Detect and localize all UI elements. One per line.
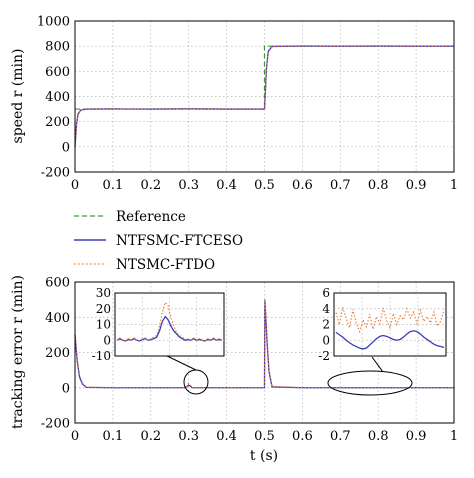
- bottom-x-tick-label: 0.3: [178, 429, 199, 444]
- inset-left-y-tick-label: 0: [103, 333, 111, 347]
- inset-left-y-tick-label: 10: [96, 318, 111, 332]
- inset-right-y-tick-label: 4: [322, 302, 330, 316]
- zoom-annotations: [164, 354, 413, 396]
- inset-right-y-tick-label: -2: [318, 349, 330, 363]
- top-y-tick-label: 0: [62, 140, 70, 155]
- top-x-tick-label: 0.1: [103, 178, 124, 193]
- top-x-tick-label: 0.4: [216, 178, 237, 193]
- inset-left-y-tick-labels: 30 20 100 -10: [92, 286, 111, 363]
- top-y-tick-label: 800: [45, 40, 70, 55]
- top-x-tick-label: 0.8: [368, 178, 389, 193]
- top-x-tick-label: 0.6: [292, 178, 313, 193]
- zoom-pointer-right: [371, 356, 384, 373]
- bottom-x-tick-labels: 0 0.1 0.2 0.3 0.4 0.5 0.6 0.7 0.8 0.9 1: [71, 429, 458, 444]
- bottom-y-tick-labels: -200 0 200 400 600: [41, 276, 70, 432]
- bottom-x-tick-label: 0: [71, 429, 79, 444]
- top-y-tick-labels: -200 0 200 400 600 800 1000: [37, 15, 70, 181]
- bottom-y-tick-label: 200: [45, 346, 70, 361]
- inset-right-ntfsmc-series: [335, 330, 445, 350]
- bottom-y-tick-label: -200: [41, 417, 70, 432]
- inset-left-y-tick-label: -10: [92, 349, 111, 363]
- inset-right-line-ntfsmc-ftceso: [335, 330, 445, 350]
- inset-left-ntsmc-series: [116, 301, 223, 342]
- top-y-axis-label: speed r (min): [10, 49, 26, 144]
- bottom-y-axis-label: tracking error r (min): [10, 275, 26, 429]
- bottom-x-tick-label: 0.2: [140, 429, 161, 444]
- top-y-tick-label: 400: [45, 90, 70, 105]
- top-line-ntsmc-ftdo: [74, 45, 455, 147]
- inset-left-grid: [115, 293, 224, 356]
- zoom-pointer-left: [164, 354, 197, 371]
- bottom-plot-frame: [74, 281, 455, 424]
- inset-left-ntfsmc-series: [116, 315, 223, 342]
- bottom-x-tick-label: 0.1: [103, 429, 124, 444]
- bottom-y-tick-label: 0: [62, 381, 70, 396]
- bottom-ntsmc-series: [74, 299, 455, 389]
- bottom-x-tick-label: 0.4: [216, 429, 237, 444]
- bottom-y-tick-label: 400: [45, 311, 70, 326]
- bottom-y-tick-label: 600: [45, 276, 70, 291]
- bottom-x-tick-label: 0.8: [368, 429, 389, 444]
- inset-left: 30 20 100 -10: [92, 286, 225, 363]
- inset-left-y-tick-label: 20: [96, 302, 111, 316]
- inset-right-y-tick-labels: 6 4 20 -2: [318, 286, 330, 363]
- inset-left-line-ntfsmc-ftceso: [116, 315, 223, 342]
- bottom-x-tick-label: 0.5: [254, 429, 275, 444]
- top-ntsmc-series: [74, 45, 455, 147]
- legend-ntsmc-label: NTSMC-FTDO: [116, 257, 215, 273]
- bottom-x-tick-label: 1: [450, 429, 458, 444]
- bottom-x-tick-label: 0.7: [330, 429, 351, 444]
- top-x-tick-labels: 0 0.1 0.2 0.3 0.4 0.5 0.6 0.7 0.8 0.9 1: [71, 178, 458, 193]
- inset-right-line-ntsmc-ftdo: [335, 307, 445, 334]
- zoom-ellipse-right: [327, 370, 413, 396]
- inset-left-line-ntsmc-ftdo: [116, 301, 223, 342]
- legend: Reference NTFSMC-FTCESO NTSMC-FTDO: [74, 209, 243, 273]
- inset-right: 6 4 20 -2: [318, 286, 447, 363]
- bottom-x-tick-label: 0.6: [292, 429, 313, 444]
- top-y-tick-label: -200: [41, 166, 70, 181]
- inset-left-y-tick-label: 30: [96, 286, 111, 300]
- bottom-line-ntsmc-ftdo: [74, 299, 455, 389]
- top-y-tick-label: 1000: [37, 15, 70, 30]
- inset-right-ntsmc-series: [335, 307, 445, 334]
- inset-right-y-tick-label: 6: [322, 286, 330, 300]
- top-x-tick-label: 0.7: [330, 178, 351, 193]
- top-y-tick-label: 600: [45, 65, 70, 80]
- top-y-tick-label: 200: [45, 115, 70, 130]
- top-plot-frame: [74, 20, 455, 173]
- legend-ntfsmc-label: NTFSMC-FTCESO: [116, 233, 243, 249]
- top-x-tick-label: 0.9: [406, 178, 427, 193]
- x-axis-label: t (s): [250, 448, 278, 464]
- top-x-tick-label: 0.3: [178, 178, 199, 193]
- bottom-x-tick-label: 0.9: [406, 429, 427, 444]
- inset-right-y-tick-label: 2: [322, 318, 330, 332]
- top-x-tick-label: 0.5: [254, 178, 275, 193]
- inset-right-y-tick-label: 0: [322, 333, 330, 347]
- zoom-ellipse-left: [183, 369, 209, 395]
- legend-reference-label: Reference: [116, 209, 186, 225]
- top-x-tick-label: 0.2: [140, 178, 161, 193]
- top-x-tick-label: 0: [71, 178, 79, 193]
- top-x-tick-label: 1: [450, 178, 458, 193]
